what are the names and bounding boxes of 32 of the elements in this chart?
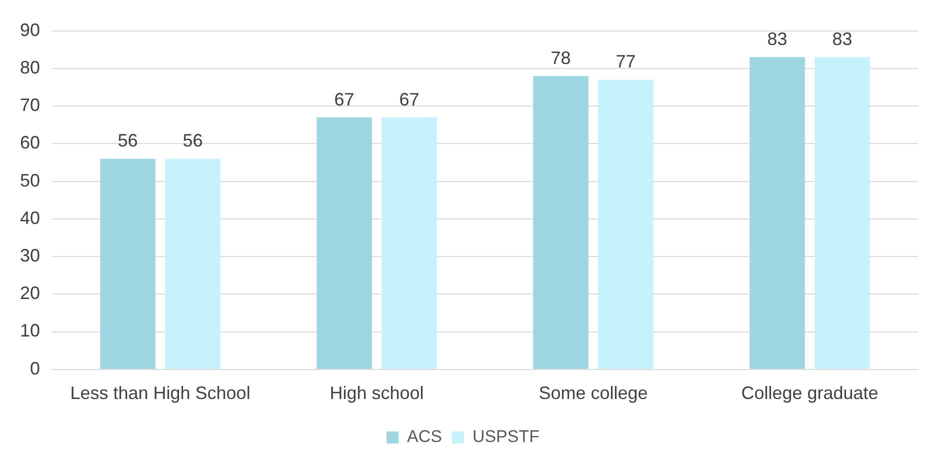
y-tick-label: 50 <box>20 170 40 190</box>
bar <box>533 76 588 369</box>
data-label: 56 <box>182 130 203 151</box>
data-label: 56 <box>118 130 138 151</box>
data-label: 83 <box>832 29 852 50</box>
y-tick-label: 90 <box>20 20 40 40</box>
bar <box>750 57 805 369</box>
x-tick-label: High school <box>330 383 424 404</box>
x-tick-label: Less than High School <box>70 383 250 404</box>
y-tick-label: 80 <box>20 57 40 78</box>
y-tick-label: 30 <box>20 246 40 266</box>
y-tick-label: 10 <box>20 320 40 341</box>
data-label: 67 <box>334 89 354 110</box>
data-label: 67 <box>399 89 420 110</box>
y-tick-label: 20 <box>20 283 40 304</box>
legend-label: USPSTF <box>472 427 540 446</box>
bar <box>100 158 156 369</box>
bar <box>382 117 437 369</box>
data-label: 78 <box>550 48 571 68</box>
bar <box>316 117 372 369</box>
x-tick-label: College graduate <box>741 383 878 404</box>
bar <box>814 57 870 369</box>
x-tick-label: Some college <box>538 383 648 404</box>
bar <box>598 80 654 369</box>
bar <box>165 158 220 369</box>
data-label: 77 <box>616 52 636 72</box>
y-tick-label: 60 <box>20 132 40 153</box>
y-tick-label: 40 <box>20 208 40 228</box>
y-tick-label: 0 <box>30 358 40 378</box>
legend-label: ACS <box>406 427 442 446</box>
data-label: 83 <box>767 29 788 50</box>
y-tick-label: 70 <box>20 95 40 116</box>
